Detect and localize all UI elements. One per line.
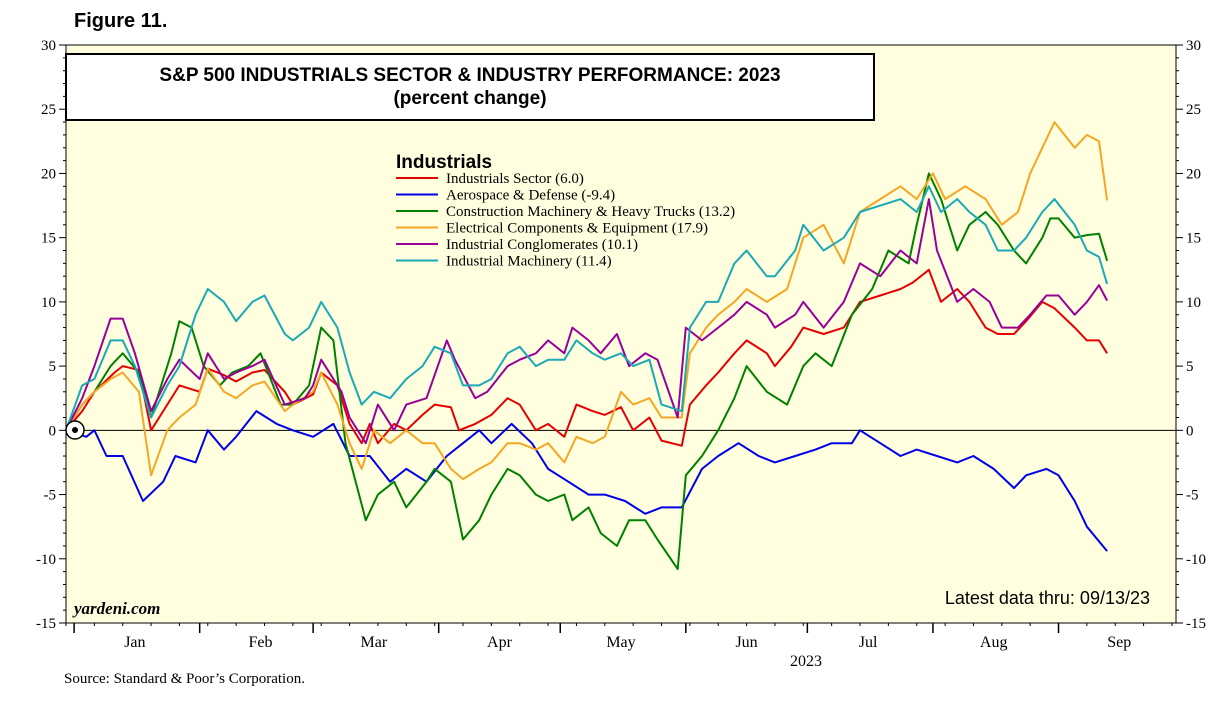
legend-label-industrials_sector: Industrials Sector (6.0) xyxy=(446,171,584,187)
watermark: yardeni.com xyxy=(72,599,160,618)
series-line-construction_machinery xyxy=(65,172,1109,571)
year-label: 2023 xyxy=(790,653,822,668)
legend-label-industrial_machinery: Industrial Machinery (11.4) xyxy=(446,254,612,270)
legend-label-aerospace_defense: Aerospace & Defense (-9.4) xyxy=(446,188,615,204)
y-tick-label-left: 0 xyxy=(49,423,57,439)
y-tick-label-left: 5 xyxy=(49,359,57,375)
legend-label-industrial_conglomerates: Industrial Conglomerates (10.1) xyxy=(446,237,638,253)
y-tick-label-left: 25 xyxy=(41,102,56,118)
y-tick-label-left: 10 xyxy=(41,295,56,311)
y-tick-label-left: -5 xyxy=(44,488,57,504)
x-tick-label: Mar xyxy=(361,634,388,651)
x-tick-label: Aug xyxy=(980,634,1008,651)
plot-background xyxy=(65,44,1177,624)
legend-label-construction_machinery: Construction Machinery & Heavy Trucks (1… xyxy=(446,204,735,220)
y-tick-label-right: 10 xyxy=(1186,295,1201,311)
x-tick-label: Feb xyxy=(248,634,272,651)
x-tick-label: Apr xyxy=(487,634,513,651)
line-chart: -15 -15 -10 -10 -5 -5 0 0 5 5 10 10 15 15 20 20 25 25 30 30… xyxy=(36,38,1206,668)
x-tick-label: Jan xyxy=(124,634,145,651)
source-note: Source: Standard & Poor’s Corporation. xyxy=(64,671,305,687)
x-tick-label: Jul xyxy=(859,634,878,651)
legend-label-electrical_components: Electrical Components & Equipment (17.9) xyxy=(446,221,708,237)
chart-title: S&P 500 INDUSTRIALS SECTOR & INDUSTRY PE… xyxy=(159,65,780,86)
figure-label: Figure 11. xyxy=(74,10,168,32)
start-marker-dot xyxy=(72,427,78,433)
y-tick-label-right: 5 xyxy=(1186,359,1194,375)
y-tick-label-right: 30 xyxy=(1186,38,1201,54)
series-line-industrial_conglomerates xyxy=(65,198,1108,445)
y-tick-label-right: 20 xyxy=(1186,166,1201,182)
y-tick-label-right: 15 xyxy=(1186,231,1201,247)
x-tick-label: Jun xyxy=(735,634,757,651)
y-tick-label-right: -15 xyxy=(1186,616,1206,632)
y-tick-label-right: -5 xyxy=(1186,488,1199,504)
chart-subtitle: (percent change) xyxy=(393,88,546,109)
y-tick-label-left: 15 xyxy=(41,231,56,247)
y-tick-label-right: 0 xyxy=(1186,423,1194,439)
axis-ticks: -15 -15 -10 -10 -5 -5 0 0 5 5 10 10 15 15 20 20 25 25 30 30… xyxy=(36,38,1206,651)
x-tick-label: May xyxy=(606,634,635,651)
legend-title: Industrials xyxy=(396,152,492,173)
series-line-industrial_machinery xyxy=(65,185,1109,431)
legend: Industrials Sector (6.0)Aerospace & Defe… xyxy=(396,171,735,270)
y-tick-label-left: 20 xyxy=(41,166,56,182)
y-tick-label-left: -15 xyxy=(36,616,56,632)
series-line-aerospace_defense xyxy=(65,410,1108,552)
latest-data-note: Latest data thru: 09/13/23 xyxy=(945,588,1150,608)
y-tick-label-right: -10 xyxy=(1186,552,1206,568)
series-line-electrical_components xyxy=(65,121,1109,481)
title-box xyxy=(65,53,875,121)
x-tick-label: Sep xyxy=(1107,634,1131,651)
y-tick-label-left: -10 xyxy=(36,552,56,568)
y-tick-label-right: 25 xyxy=(1186,102,1201,118)
y-tick-label-left: 30 xyxy=(41,38,56,54)
series-line-industrials_sector xyxy=(65,268,1108,447)
series-lines xyxy=(65,121,1109,571)
